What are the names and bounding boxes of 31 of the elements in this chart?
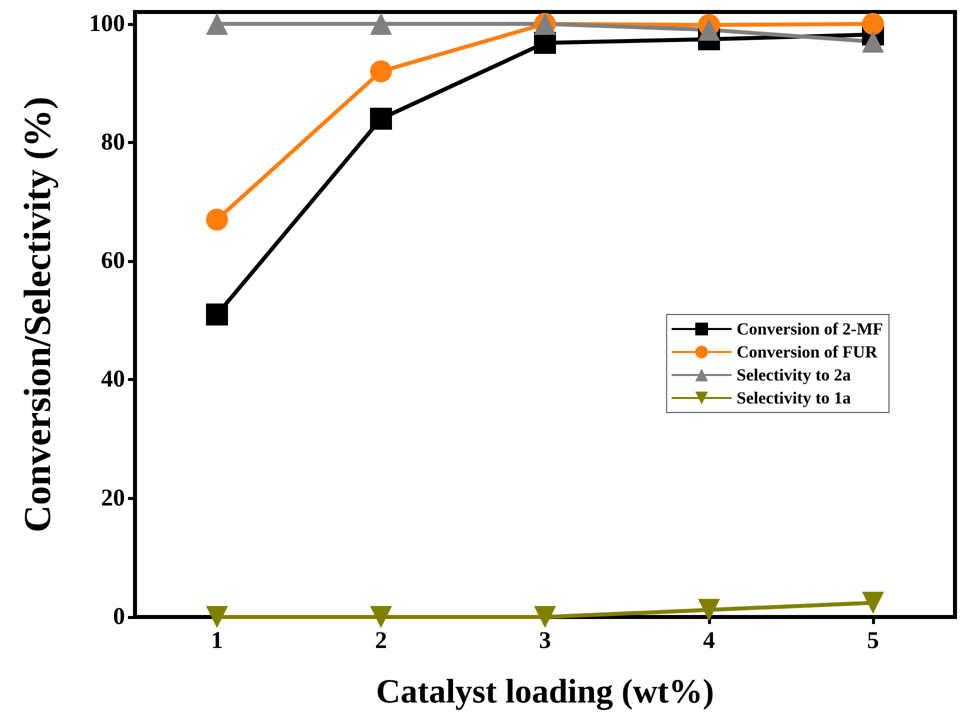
y-tick-label: 80 [101, 129, 125, 156]
x-tick-label: 1 [211, 628, 223, 654]
x-axis-title: Catalyst loading (wt%) [376, 674, 714, 710]
x-tick-label: 2 [375, 628, 387, 654]
point [370, 60, 392, 82]
point [206, 304, 228, 326]
point [862, 30, 884, 53]
legend-label: Conversion of 2-MF [736, 320, 884, 338]
legend-label: Selectivity to 1a [736, 388, 852, 408]
point [370, 606, 392, 628]
y-tick-label: 60 [101, 248, 125, 274]
point [862, 592, 884, 614]
x-tick-label: 3 [539, 628, 551, 654]
point [370, 12, 392, 35]
point [698, 598, 720, 621]
y-tick-label: 0 [113, 604, 125, 630]
x-tick-label: 5 [867, 628, 879, 654]
y-tick-label: 20 [101, 485, 125, 512]
point [206, 208, 228, 231]
legend-label: Conversion of FUR [736, 342, 878, 362]
x-tick-label: 4 [703, 628, 715, 654]
point [206, 12, 228, 35]
y-tick-label: 40 [101, 366, 125, 393]
y-tick-label: 100 [89, 10, 125, 37]
legend-label: Selectivity to 2a [736, 366, 852, 384]
point [698, 18, 720, 41]
point [370, 108, 392, 130]
y-axis-title: Conversion/Selectivity (%) [17, 96, 59, 532]
point [206, 606, 228, 628]
point [534, 606, 556, 628]
point [862, 12, 884, 35]
